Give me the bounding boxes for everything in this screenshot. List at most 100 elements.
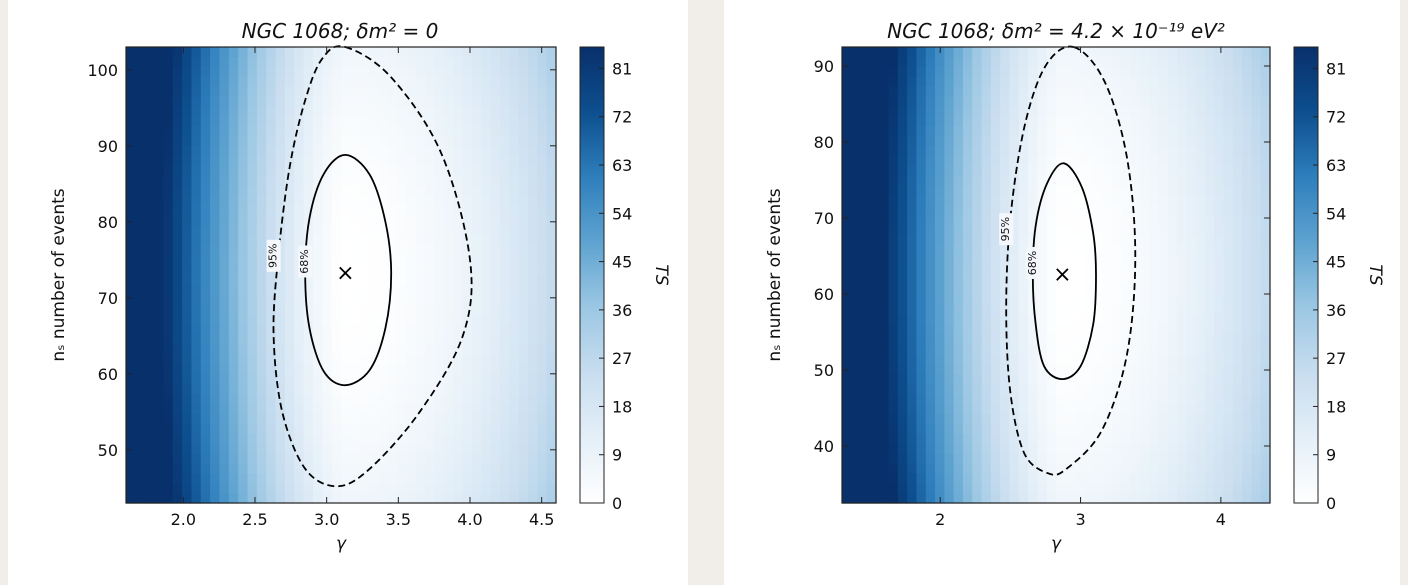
heatmap-cell	[1121, 225, 1132, 236]
heatmap-cell	[434, 66, 445, 78]
heatmap-cell	[1195, 294, 1206, 306]
heatmap-cell	[266, 463, 277, 474]
heatmap-cell	[860, 165, 871, 177]
heatmap-cell	[425, 116, 436, 127]
heatmap-cell	[163, 275, 174, 286]
heatmap-cell	[499, 205, 510, 217]
heatmap-cell	[341, 47, 351, 58]
heatmap-cell	[1195, 374, 1206, 385]
heatmap-cell	[990, 47, 1001, 58]
heatmap-cell	[443, 413, 454, 425]
heatmap-cell	[1214, 225, 1225, 236]
heatmap-cell	[172, 195, 183, 207]
heatmap-cell	[1204, 86, 1215, 98]
heatmap-cell	[1186, 185, 1197, 197]
heatmap-cell	[1083, 185, 1094, 197]
heatmap-cell	[1204, 384, 1215, 395]
heatmap-cell	[1074, 205, 1085, 217]
heatmap-cell	[1232, 493, 1243, 504]
heatmap-cell	[453, 473, 464, 484]
heatmap-cell	[425, 374, 436, 385]
heatmap-cell	[312, 393, 323, 405]
heatmap-cell	[490, 165, 501, 177]
heatmap-cell	[397, 86, 408, 98]
heatmap-cell	[331, 384, 342, 395]
heatmap-cell	[266, 493, 277, 504]
heatmap-cell	[369, 334, 379, 345]
heatmap-cell	[191, 76, 202, 88]
heatmap-cell	[1056, 225, 1066, 236]
heatmap-cell	[275, 165, 286, 177]
heatmap-cell	[228, 156, 239, 167]
heatmap-cell	[1102, 443, 1113, 455]
heatmap-cell	[990, 384, 1001, 395]
heatmap-cell	[860, 294, 871, 306]
heatmap-cell	[471, 284, 482, 296]
heatmap-cell	[312, 136, 323, 147]
heatmap-cell	[312, 215, 323, 227]
heatmap-cell	[247, 354, 258, 365]
heatmap-cell	[1093, 195, 1104, 207]
heatmap-cell	[916, 235, 927, 246]
heatmap-cell	[907, 294, 918, 306]
heatmap-cell	[1046, 195, 1057, 207]
heatmap-cell	[406, 463, 417, 474]
heatmap-cell	[425, 175, 436, 187]
heatmap-cell	[546, 384, 557, 395]
heatmap-cell	[1000, 245, 1011, 256]
heatmap-cell	[1186, 443, 1197, 455]
heatmap-cell	[228, 106, 239, 117]
heatmap-cell	[471, 106, 482, 117]
heatmap-cell	[210, 175, 221, 187]
heatmap-cell	[518, 56, 529, 68]
heatmap-cell	[897, 66, 908, 78]
heatmap-cell	[981, 473, 992, 484]
contour-label: 95%	[267, 244, 280, 268]
heatmap-cell	[1204, 126, 1215, 137]
heatmap-cell	[1204, 136, 1215, 147]
heatmap-cell	[406, 146, 417, 157]
heatmap-cell	[1037, 393, 1048, 405]
heatmap-cell	[1009, 403, 1020, 415]
heatmap-cell	[972, 275, 983, 286]
heatmap-cell	[1093, 175, 1104, 187]
heatmap-cell	[397, 225, 408, 236]
heatmap-cell	[191, 265, 202, 276]
heatmap-cell	[972, 76, 983, 88]
heatmap-cell	[238, 493, 249, 504]
heatmap-cell	[144, 304, 155, 316]
heatmap-cell	[210, 235, 221, 246]
heatmap-cell	[1195, 205, 1206, 217]
heatmap-cell	[256, 304, 267, 316]
heatmap-cell	[1028, 423, 1038, 435]
heatmap-cell	[1260, 284, 1271, 296]
heatmap-cell	[415, 384, 426, 395]
heatmap-cell	[434, 374, 445, 385]
heatmap-cell	[1167, 334, 1178, 345]
heatmap-cell	[359, 393, 370, 405]
heatmap-cell	[527, 354, 538, 365]
heatmap-cell	[163, 215, 174, 227]
heatmap-cell	[228, 453, 239, 464]
heatmap-cell	[1260, 255, 1271, 266]
heatmap-cell	[981, 374, 992, 385]
heatmap-cell	[443, 304, 454, 316]
heatmap-cell	[294, 96, 305, 108]
heatmap-cell	[916, 413, 927, 425]
heatmap-cell	[1018, 86, 1029, 98]
heatmap-cell	[546, 126, 557, 137]
heatmap-cell	[434, 126, 445, 137]
heatmap-cell	[1232, 275, 1243, 286]
heatmap-cell	[860, 403, 871, 415]
heatmap-cell	[135, 423, 146, 435]
heatmap-cell	[1232, 344, 1243, 355]
heatmap-cell	[182, 314, 193, 326]
heatmap-cell	[1176, 374, 1187, 385]
heatmap-cell	[1242, 225, 1252, 236]
heatmap-cell	[219, 403, 230, 415]
heatmap-cell	[1186, 453, 1197, 464]
heatmap-cell	[527, 374, 538, 385]
heatmap-cell	[1251, 324, 1262, 336]
heatmap-cell	[294, 294, 305, 306]
heatmap-cell	[322, 136, 333, 147]
